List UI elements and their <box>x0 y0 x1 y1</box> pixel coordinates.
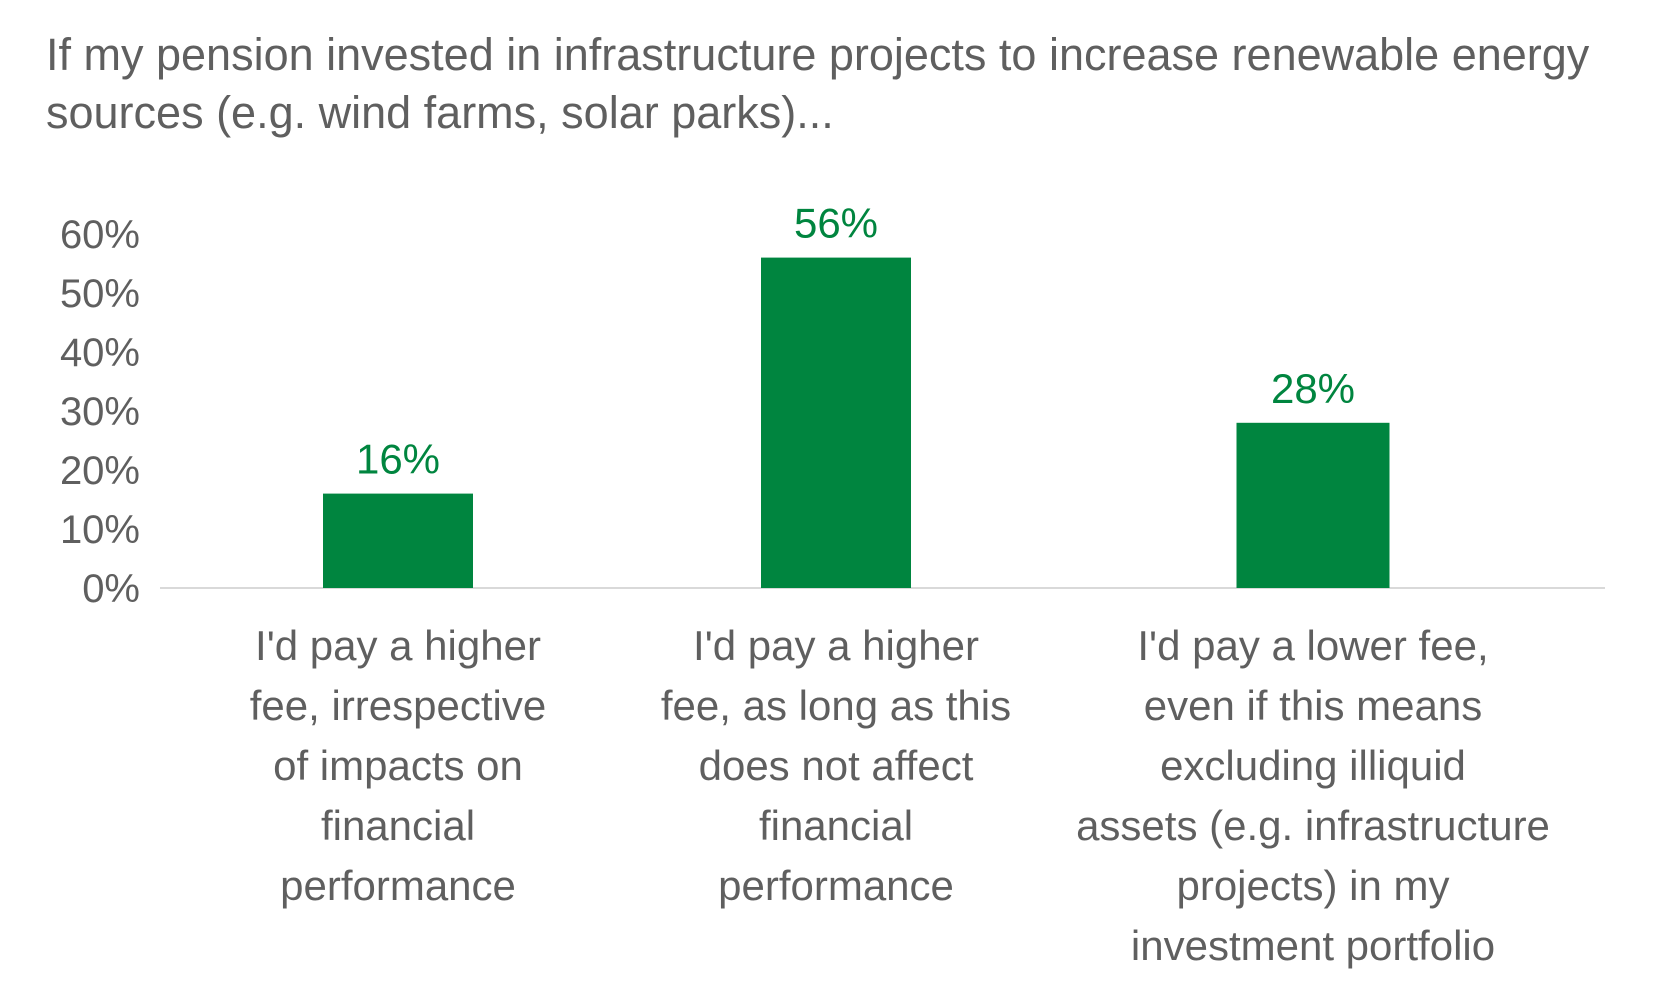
bar <box>1236 422 1390 588</box>
bar-data-label: 28% <box>1271 365 1355 412</box>
bar-data-label: 16% <box>356 436 440 483</box>
y-tick-label: 40% <box>60 331 140 375</box>
y-axis: 0% 10% 20% 30% 40% 50% 60% <box>60 213 140 611</box>
y-tick-label: 30% <box>60 390 140 434</box>
bar-data-label: 56% <box>794 200 878 247</box>
data-labels-group: 16% 56% 28% <box>356 200 1355 483</box>
bar <box>761 257 911 588</box>
bars-group <box>323 257 1390 588</box>
y-tick-label: 10% <box>60 508 140 552</box>
chart-title: If my pension invested in infrastructure… <box>46 29 1590 138</box>
bar <box>323 493 473 588</box>
x-category-label: I'd pay a lower fee, even if this means ex… <box>1076 622 1550 969</box>
y-tick-label: 60% <box>60 213 140 257</box>
y-tick-label: 50% <box>60 272 140 316</box>
x-category-label: I'd pay a higher fee, irrespective of impa… <box>250 622 546 909</box>
y-tick-label: 0% <box>82 567 140 611</box>
y-tick-label: 20% <box>60 449 140 493</box>
x-category-label: I'd pay a higher fee, as long as this does… <box>661 622 1011 909</box>
category-labels-group: I'd pay a higher fee, irrespective of impa… <box>250 622 1550 969</box>
